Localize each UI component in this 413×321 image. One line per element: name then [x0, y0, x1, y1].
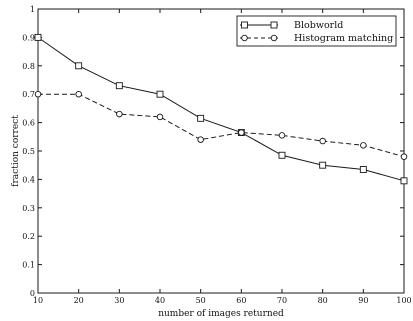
- data-point-histogram-matching: [116, 110, 123, 118]
- data-point-histogram-matching: [360, 142, 367, 149]
- data-point-histogram-matching: [75, 90, 82, 98]
- data-point-blobworld: [197, 114, 205, 122]
- x-axis-label: number of images returned: [158, 309, 284, 319]
- x-tick-label: 60: [236, 296, 246, 305]
- legend-box: [236, 15, 397, 47]
- y-axis-label: fraction correct: [11, 115, 21, 187]
- y-tick-label: 0: [30, 289, 35, 298]
- x-tick-label: 80: [318, 296, 328, 305]
- y-tick-label: 1: [30, 5, 35, 14]
- data-point-histogram-matching: [400, 153, 408, 160]
- data-point-blobworld: [278, 151, 286, 159]
- data-point-blobworld: [115, 82, 123, 90]
- y-tick-label: 0.9: [22, 33, 35, 42]
- data-point-blobworld: [156, 90, 164, 98]
- data-point-histogram-matching: [238, 129, 245, 136]
- legend-marker-circle-icon: [270, 34, 278, 42]
- data-point-blobworld: [400, 177, 408, 185]
- y-tick-label: 0.2: [22, 232, 35, 241]
- data-point-histogram-matching: [197, 136, 204, 143]
- x-tick-label: 20: [74, 296, 84, 305]
- legend-marker-square-icon: [241, 21, 248, 29]
- y-tick-label: 0.3: [22, 204, 35, 213]
- y-tick-label: 0.6: [22, 119, 35, 128]
- legend-label-histogram: Histogram matching: [294, 33, 393, 44]
- y-tick-label: 0.5: [22, 147, 35, 156]
- x-tick-label: 70: [277, 296, 287, 305]
- series-line-histogram-matching: [38, 93, 405, 158]
- y-tick-label: 0.8: [22, 62, 35, 71]
- x-tick-label: 100: [396, 296, 411, 305]
- x-tick-label: 90: [358, 296, 368, 305]
- data-point-histogram-matching: [34, 90, 42, 98]
- data-point-blobworld: [75, 62, 83, 70]
- series-layer: [34, 33, 408, 185]
- y-axis-ticks: 0 0.1 0.2 0.3 0.4 0.5 0.6 0.7 0.8 0.9 1: [22, 5, 404, 298]
- legend-label-blobworld: Blobworld: [294, 20, 343, 31]
- x-tick-label: 10: [33, 296, 43, 305]
- series-line-blobworld: [37, 36, 405, 182]
- x-axis-ticks: 10 20 30 40 50 60 70 80 90 100: [33, 9, 412, 305]
- y-tick-label: 0.4: [22, 175, 35, 184]
- data-point-blobworld: [34, 33, 42, 41]
- y-tick-label: 0.7: [22, 90, 35, 99]
- x-tick-label: 50: [196, 296, 206, 305]
- legend: Blobworld Histogram matching: [236, 15, 397, 47]
- data-point-histogram-matching: [156, 113, 164, 121]
- x-tick-label: 30: [114, 296, 124, 305]
- data-point-histogram-matching: [278, 132, 286, 139]
- data-point-blobworld: [359, 166, 367, 173]
- data-point-blobworld: [319, 161, 327, 169]
- legend-marker-circle-icon: [241, 34, 248, 42]
- x-tick-label: 40: [155, 296, 165, 305]
- legend-marker-square-icon: [270, 21, 278, 29]
- y-tick-label: 0.1: [22, 261, 35, 270]
- data-point-histogram-matching: [319, 137, 326, 145]
- plot-frame: [37, 8, 405, 294]
